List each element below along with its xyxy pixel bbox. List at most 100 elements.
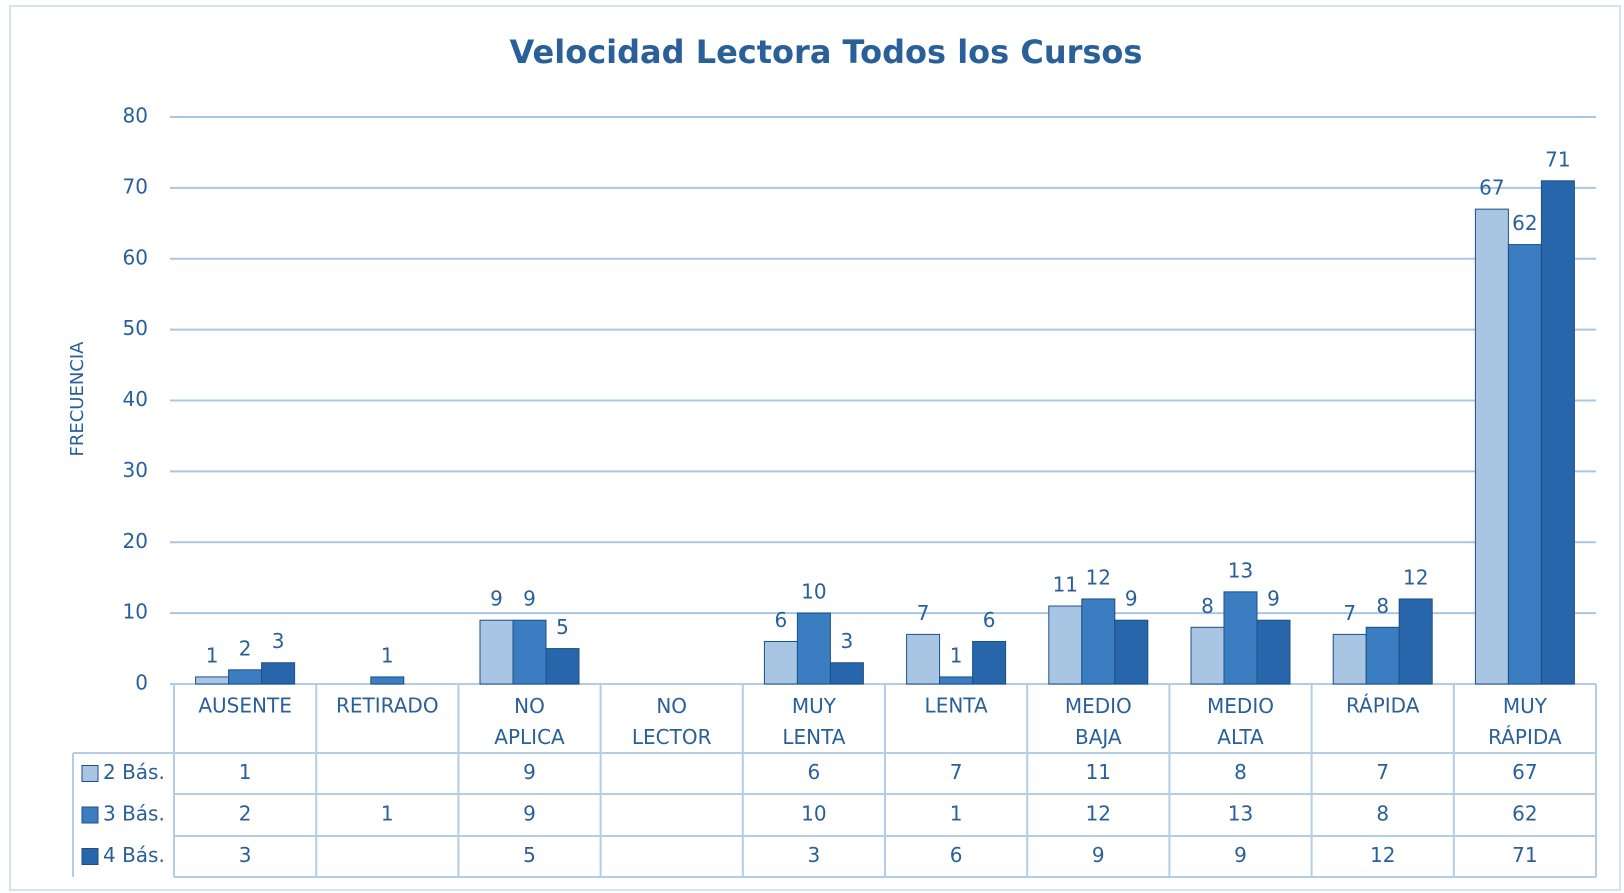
table-cell: 71: [1512, 843, 1537, 867]
bar: [939, 676, 974, 685]
bar: [370, 676, 405, 685]
table-cell: 3: [239, 843, 252, 867]
y-axis-label: FRECUENCIA: [67, 341, 88, 457]
bar: [829, 662, 864, 685]
x-tick-label: NO APLICA: [494, 694, 565, 749]
x-tick-label: RETIRADO: [336, 694, 439, 718]
data-label: 10: [801, 580, 826, 604]
table-cell: 1: [950, 802, 963, 826]
y-tick-label: 70: [123, 174, 148, 198]
x-tick-label: MUY LENTA: [782, 694, 845, 749]
table-cell: 2: [239, 802, 252, 826]
legend-label: 4 Bás.: [103, 843, 165, 867]
table-cell: 13: [1228, 802, 1253, 826]
table-cell: 8: [1234, 760, 1247, 784]
bar: [1540, 180, 1575, 685]
x-tick-label: RÁPIDA: [1346, 694, 1420, 718]
y-tick-label: 0: [135, 671, 148, 695]
bar: [479, 619, 514, 685]
data-label: 12: [1086, 565, 1111, 589]
legend-label: 2 Bás.: [103, 760, 165, 784]
y-tick-label: 20: [123, 529, 148, 553]
table-cell: 6: [808, 760, 821, 784]
bar: [1081, 598, 1116, 685]
table-cell: 11: [1086, 760, 1111, 784]
data-label: 9: [1267, 587, 1280, 611]
data-label: 9: [523, 587, 536, 611]
data-label: 6: [983, 608, 996, 632]
bar: [796, 612, 831, 685]
table-cell: 1: [381, 802, 394, 826]
y-tick-label: 40: [123, 387, 148, 411]
x-tick-label: NO LECTOR: [632, 694, 712, 749]
x-tick-label: AUSENTE: [198, 694, 291, 718]
bar: [1223, 591, 1258, 685]
table-cell: 1: [239, 760, 252, 784]
bar: [906, 633, 941, 685]
table-cell: 7: [1376, 760, 1389, 784]
bar: [1474, 208, 1509, 685]
table-cell: 5: [523, 843, 536, 867]
y-tick-label: 30: [123, 458, 148, 482]
table-cell: 67: [1512, 760, 1537, 784]
data-label: 9: [1125, 587, 1138, 611]
legend-swatch: [81, 806, 99, 824]
table-cell: 3: [808, 843, 821, 867]
table-cell: 9: [1234, 843, 1247, 867]
data-label: 3: [272, 629, 285, 653]
bar: [512, 619, 547, 685]
bar: [1114, 619, 1149, 685]
table-cell: 7: [950, 760, 963, 784]
y-tick-label: 60: [123, 245, 148, 269]
data-label: 1: [206, 643, 219, 667]
chart-frame: [9, 5, 1621, 891]
data-label: 5: [556, 615, 569, 639]
x-tick-label: MEDIO BAJA: [1065, 694, 1132, 749]
data-label: 7: [1343, 601, 1356, 625]
data-label: 9: [490, 587, 503, 611]
table-cell: 12: [1370, 843, 1395, 867]
x-tick-label: LENTA: [925, 694, 988, 718]
table-cell: 12: [1086, 802, 1111, 826]
chart-title: Velocidad Lectora Todos los Cursos: [510, 33, 1143, 71]
y-tick-label: 80: [123, 104, 148, 128]
table-cell: 9: [1092, 843, 1105, 867]
data-label: 11: [1053, 573, 1078, 597]
table-cell: 6: [950, 843, 963, 867]
data-label: 13: [1228, 558, 1253, 582]
data-label: 12: [1403, 565, 1428, 589]
table-cell: 62: [1512, 802, 1537, 826]
bar: [1398, 598, 1433, 685]
bar: [195, 676, 230, 685]
bar: [228, 669, 263, 685]
table-cell: 9: [523, 802, 536, 826]
data-label: 6: [775, 608, 788, 632]
bar: [763, 640, 798, 685]
bar: [972, 640, 1007, 685]
y-tick-label: 10: [123, 600, 148, 624]
data-label: 8: [1376, 594, 1389, 618]
bar: [1256, 619, 1291, 685]
data-label: 1: [950, 643, 963, 667]
data-label: 8: [1201, 594, 1214, 618]
legend-swatch: [81, 765, 99, 782]
bar: [545, 648, 580, 685]
bar: [1365, 626, 1400, 685]
bar: [1507, 244, 1542, 685]
data-label: 71: [1545, 147, 1570, 171]
table-cell: 8: [1376, 802, 1389, 826]
x-tick-label: MEDIO ALTA: [1207, 694, 1274, 749]
data-label: 2: [239, 636, 252, 660]
legend-swatch: [81, 848, 99, 865]
data-label: 3: [841, 629, 854, 653]
data-label: 67: [1479, 176, 1504, 200]
bar: [1332, 633, 1367, 685]
y-tick-label: 50: [123, 316, 148, 340]
bar: [1190, 626, 1225, 685]
data-label: 7: [917, 601, 930, 625]
bar: [1048, 605, 1083, 685]
data-label: 1: [381, 643, 394, 667]
legend-label: 3 Bás.: [103, 802, 165, 826]
bar: [261, 662, 296, 685]
